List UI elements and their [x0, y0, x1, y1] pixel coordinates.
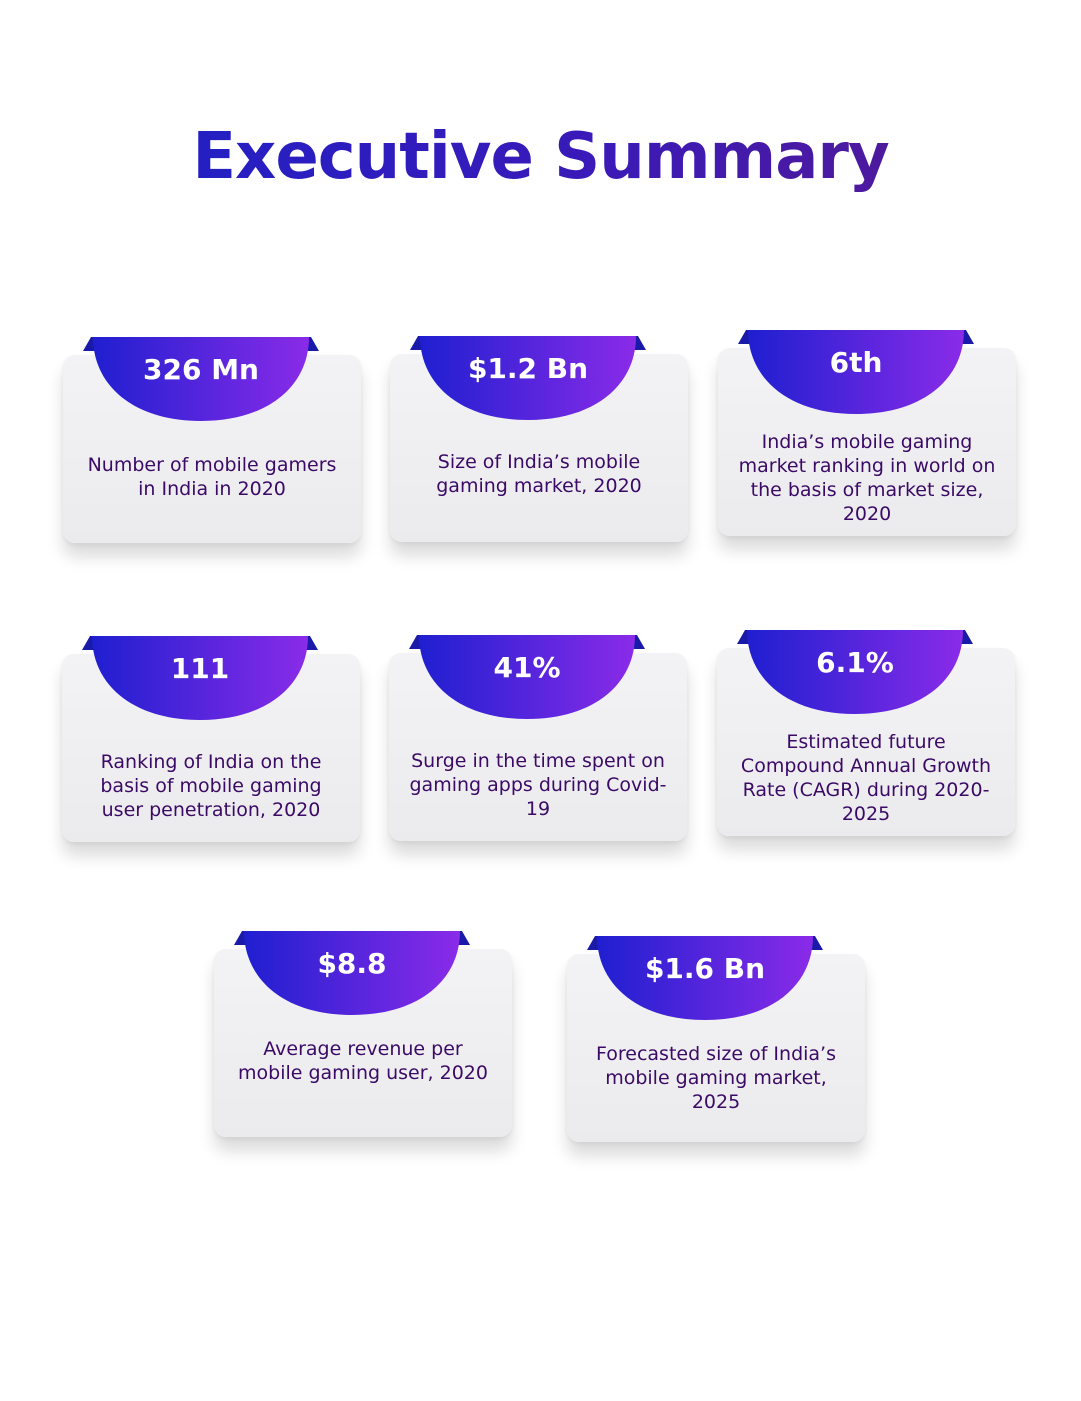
stat-description: Forecasted size of India’s mobile gaming…	[596, 1043, 836, 1113]
stat-value: $1.6 Bn	[644, 952, 766, 985]
tab-shape	[82, 636, 318, 720]
tab-shape	[410, 336, 646, 420]
tab-shape	[234, 931, 470, 1015]
tab-shape	[587, 936, 823, 1020]
page-title: Executive Summary	[0, 120, 1081, 194]
value-tab: 41%	[409, 635, 645, 719]
stat-value: 111	[170, 652, 230, 685]
stat-value: 6th	[829, 346, 883, 379]
value-tab: 111	[82, 636, 318, 720]
tab-shape	[738, 330, 974, 414]
stat-card-arpu: $8.8 Average revenue per mobile gaming u…	[214, 931, 512, 1137]
stat-description: India’s mobile gaming market ranking in …	[738, 431, 996, 525]
stat-description: Average revenue per mobile gaming user, …	[238, 1038, 488, 1084]
stat-card-cagr: 6.1% Estimated future Compound Annual Gr…	[717, 630, 1015, 836]
stat-value: $1.2 Bn	[467, 352, 589, 385]
tab-shape	[737, 630, 973, 714]
value-tab: $1.2 Bn	[410, 336, 646, 420]
tab-shape	[409, 635, 645, 719]
stat-card-world-ranking: 6th India’s mobile gaming market ranking…	[718, 330, 1016, 536]
stat-value: $8.8	[317, 947, 387, 980]
stat-value: 41%	[493, 651, 561, 684]
value-tab: 6th	[738, 330, 974, 414]
stat-description: Estimated future Compound Annual Growth …	[740, 731, 992, 825]
stat-value: 326 Mn	[143, 353, 259, 386]
stat-description: Size of India’s mobile gaming market, 20…	[436, 451, 642, 497]
stat-card-user-penetration: 111 Ranking of India on the basis of mob…	[62, 636, 360, 842]
stat-description: Surge in the time spent on gaming apps d…	[409, 750, 667, 820]
tab-shape	[83, 337, 319, 421]
stat-card-market-size-2020: $1.2 Bn Size of India’s mobile gaming ma…	[390, 336, 688, 542]
value-tab: $1.6 Bn	[587, 936, 823, 1020]
stat-card-time-surge: 41% Surge in the time spent on gaming ap…	[389, 635, 687, 841]
value-tab: 326 Mn	[83, 337, 319, 421]
value-tab: 6.1%	[737, 630, 973, 714]
stat-value: 6.1%	[816, 646, 894, 679]
stat-description: Ranking of India on the basis of mobile …	[100, 751, 322, 821]
stat-card-gamers: 326 Mn Number of mobile gamers in India …	[63, 337, 361, 543]
stat-description: Number of mobile gamers in India in 2020	[87, 454, 337, 500]
value-tab: $8.8	[234, 931, 470, 1015]
stat-card-market-size-2025: $1.6 Bn Forecasted size of India’s mobil…	[567, 936, 865, 1142]
